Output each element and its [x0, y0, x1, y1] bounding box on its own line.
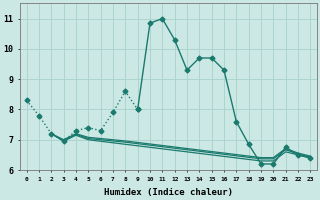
X-axis label: Humidex (Indice chaleur): Humidex (Indice chaleur): [104, 188, 233, 197]
